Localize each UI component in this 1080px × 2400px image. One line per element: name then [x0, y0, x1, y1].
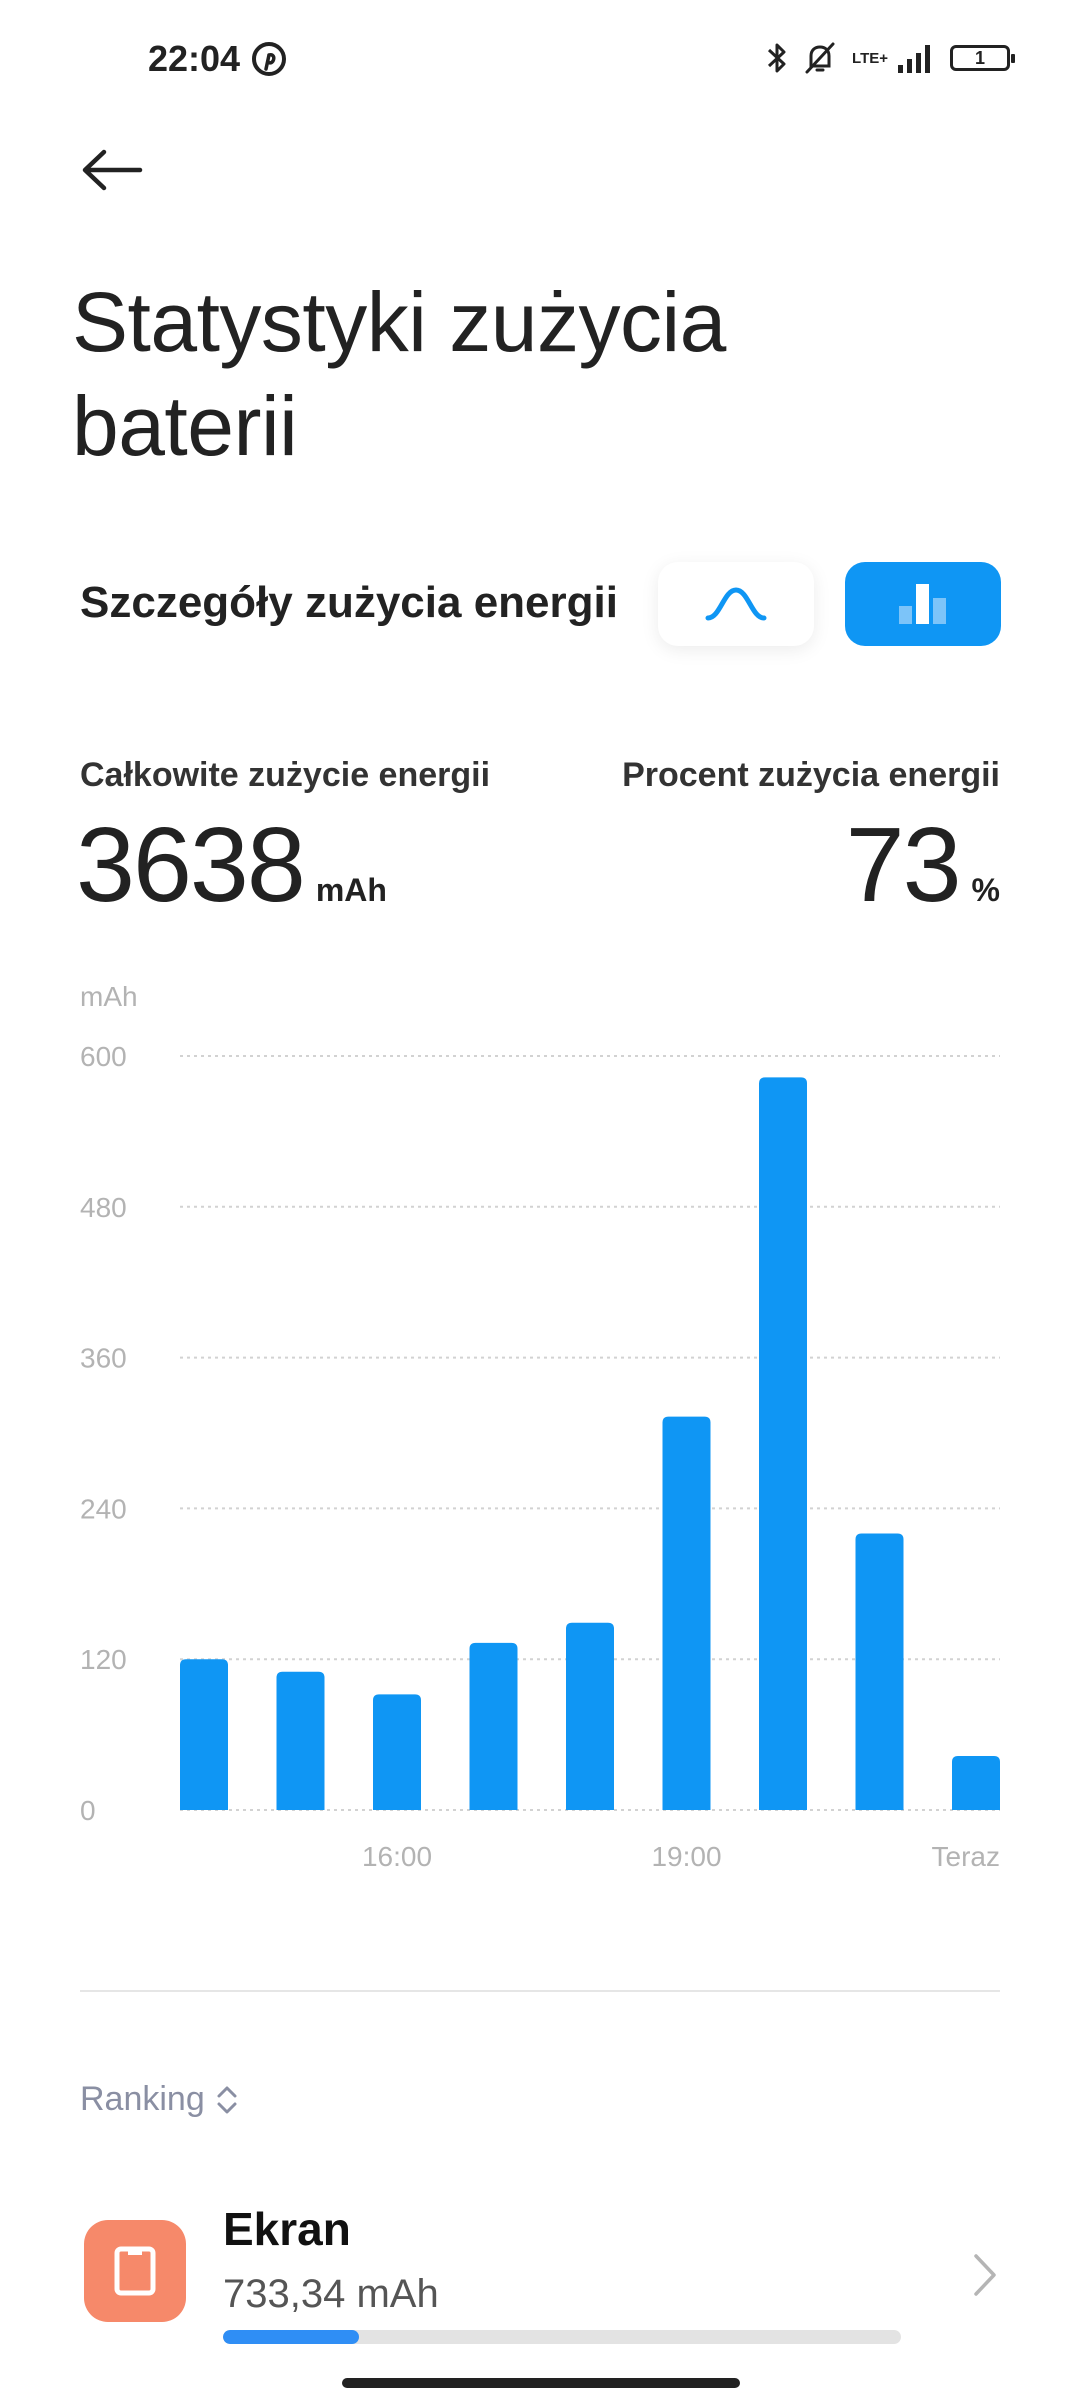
chart-bar	[373, 1694, 421, 1810]
network-type: LTE+	[852, 49, 888, 67]
total-usage-value: 3638 mAh	[76, 812, 387, 918]
percent-usage-value: 73 %	[846, 812, 1000, 918]
bar-chart-icon	[899, 584, 946, 624]
item-name: Ekran	[223, 2203, 351, 2255]
list-item[interactable]: Ekran 733,34 mAh	[0, 2180, 1080, 2344]
signal-icon	[898, 45, 930, 73]
battery-level: 1	[974, 47, 985, 68]
y-tick-label: 240	[80, 1493, 127, 1524]
curve-icon	[705, 587, 767, 621]
sort-arrows-icon	[217, 2086, 237, 2113]
battery-icon: 1	[950, 45, 1015, 71]
percent-usage-number: 73	[845, 806, 962, 924]
total-usage-number: 3638	[76, 806, 306, 924]
ranking-sort-button[interactable]: Ranking	[80, 2080, 239, 2119]
percent-usage-label: Procent zużycia energii	[622, 756, 1000, 794]
y-tick-label: 600	[80, 1041, 127, 1072]
bluetooth-icon	[767, 43, 786, 73]
back-button[interactable]	[80, 140, 152, 200]
y-tick-label: 360	[80, 1343, 127, 1374]
usage-progress-fill	[223, 2330, 359, 2344]
bar-chart-toggle[interactable]	[845, 562, 1001, 646]
chart-bar	[855, 1533, 904, 1810]
y-tick-label: 480	[80, 1192, 127, 1223]
y-tick-label: 0	[80, 1795, 96, 1826]
chevron-right-icon	[974, 2254, 996, 2296]
home-indicator[interactable]	[342, 2378, 740, 2388]
status-icons: LTE+ 1	[766, 38, 1015, 78]
screen-icon	[84, 2220, 186, 2322]
chart-bar	[276, 1671, 325, 1810]
x-tick-label: 19:00	[651, 1841, 721, 1872]
chart-bar	[180, 1659, 228, 1810]
chart-bar	[662, 1416, 711, 1810]
page-title: Statystyki zużycia baterii	[72, 275, 726, 473]
status-bar: 22:04 LTE+ 1	[0, 0, 1080, 120]
chart-bar	[759, 1077, 807, 1810]
arrow-left-icon	[82, 149, 143, 191]
x-tick-label: Teraz	[932, 1841, 1000, 1872]
line-chart-toggle[interactable]	[658, 562, 814, 646]
y-tick-label: 120	[80, 1644, 127, 1675]
chart-bar	[566, 1622, 614, 1810]
chart-bar	[952, 1755, 1000, 1810]
item-value: 733,34 mAh	[223, 2272, 439, 2316]
muted-bell-icon	[805, 42, 835, 74]
energy-usage-chart: mAh 0 120 240 360 480 600 16:00 19:00 Teraz	[80, 981, 1000, 1872]
chart-bar	[469, 1642, 518, 1810]
x-tick-label: 16:00	[362, 1841, 432, 1872]
status-time: 22:04	[148, 38, 241, 79]
usage-progress-bar	[223, 2330, 901, 2344]
section-title: Szczegóły zużycia energii	[80, 578, 618, 627]
percent-usage-unit: %	[971, 872, 1000, 908]
divider	[80, 1990, 1000, 1992]
total-usage-label: Całkowite zużycie energii	[80, 756, 491, 794]
pinterest-icon	[252, 42, 286, 76]
total-usage-unit: mAh	[315, 872, 387, 908]
y-axis-unit-label: mAh	[80, 981, 138, 1012]
ranking-label: Ranking	[80, 2080, 205, 2118]
